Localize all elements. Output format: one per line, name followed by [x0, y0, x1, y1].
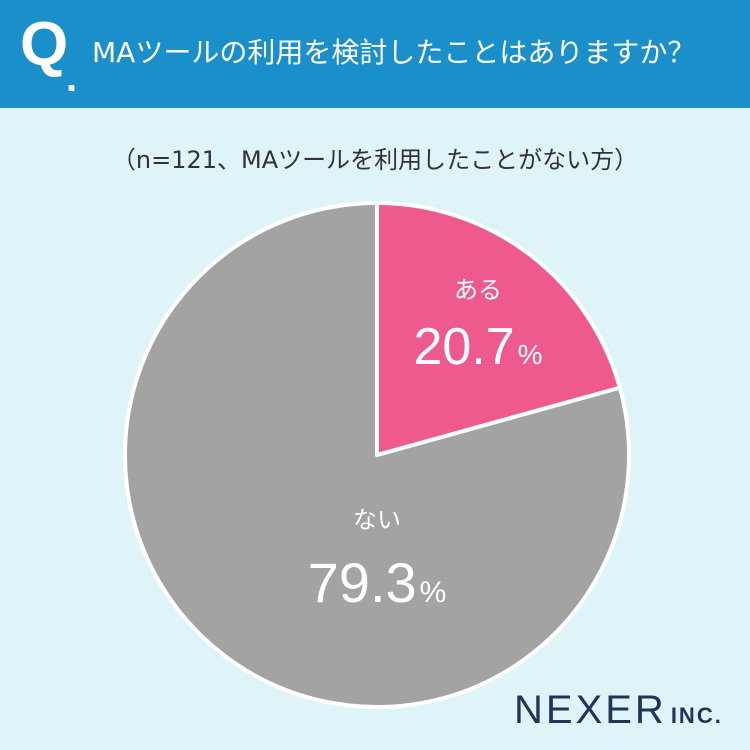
question-header: Q . MAツールの利用を検討したことはありますか？	[0, 0, 750, 108]
sample-note: （n=121、MAツールを利用したことがない方）	[111, 146, 639, 174]
logo-main-text: NEXER	[514, 688, 667, 732]
nexer-logo: NEXER INC.	[514, 688, 723, 733]
question-text: MAツールの利用を検討したことはありますか？	[92, 36, 696, 69]
pie-slice-0	[375, 201, 622, 457]
slice-label-0: ある	[454, 276, 502, 304]
slice-label-1: ない	[353, 506, 401, 534]
q-mark: Q	[20, 10, 69, 79]
slice-value-1: 79.3%	[308, 551, 447, 614]
q-dot: .	[66, 56, 78, 100]
pie-slice-1	[123, 201, 631, 709]
slice-value-0: 20.7%	[413, 318, 542, 376]
logo-sub-text: INC.	[670, 703, 723, 728]
